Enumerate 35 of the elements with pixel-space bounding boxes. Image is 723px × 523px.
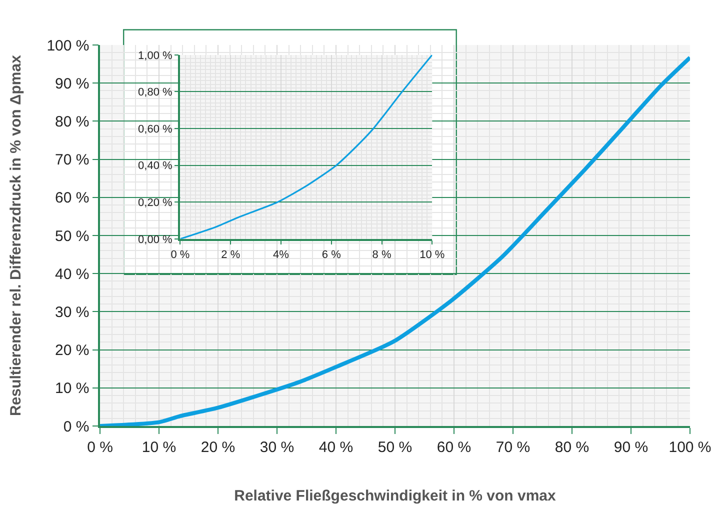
x-tick-label: 20 % [200, 438, 236, 456]
x-tick-label: 6 % [322, 248, 342, 261]
x-tick-label: 100 % [668, 438, 712, 456]
x-tick-label: 4% [273, 248, 290, 261]
x-tick-label: 0 % [170, 248, 190, 261]
x-tick-label: 2 % [221, 248, 240, 261]
y-tick-label: 0,60 % [138, 123, 173, 136]
y-tick-label: 0,20 % [138, 196, 173, 209]
y-tick-label: 50 % [55, 228, 90, 245]
y-tick-label: 80 % [55, 113, 90, 130]
x-tick-label: 10 % [420, 248, 445, 261]
x-axis-title: Relative Fließgeschwindigkeit in % von vmax [234, 487, 557, 504]
x-tick-label: 50 % [378, 438, 412, 456]
y-tick-label: 100 % [46, 37, 90, 54]
x-tick-label: 8 % [372, 248, 392, 261]
y-tick-label: 60 % [55, 190, 90, 207]
y-tick-label: 0,40 % [138, 160, 173, 172]
x-tick-label: 70 % [496, 438, 530, 456]
y-tick-label: 0,80 % [138, 86, 173, 99]
y-tick-label: 0 % [63, 418, 90, 436]
x-tick-label: 40 % [318, 438, 354, 456]
y-tick-label: 90 % [55, 75, 90, 92]
x-tick-label: 90 % [614, 438, 648, 456]
y-tick-label: 1,00 % [138, 50, 173, 62]
y-tick-label: 20 % [55, 342, 90, 360]
x-tick-label: 60 % [436, 438, 472, 456]
y-tick-label: 10 % [55, 380, 90, 398]
y-tick-label: 30 % [55, 304, 90, 321]
x-tick-label: 0 % [87, 438, 113, 456]
y-tick-label: 40 % [55, 266, 90, 283]
x-tick-label: 80 % [554, 438, 590, 456]
x-tick-label: 30 % [260, 438, 294, 456]
y-tick-label: 0,00 % [138, 234, 173, 246]
y-tick-label: 70 % [55, 152, 90, 169]
y-axis-title: Resultierender rel. Differenzdruck in % von Δpmax [7, 54, 24, 416]
